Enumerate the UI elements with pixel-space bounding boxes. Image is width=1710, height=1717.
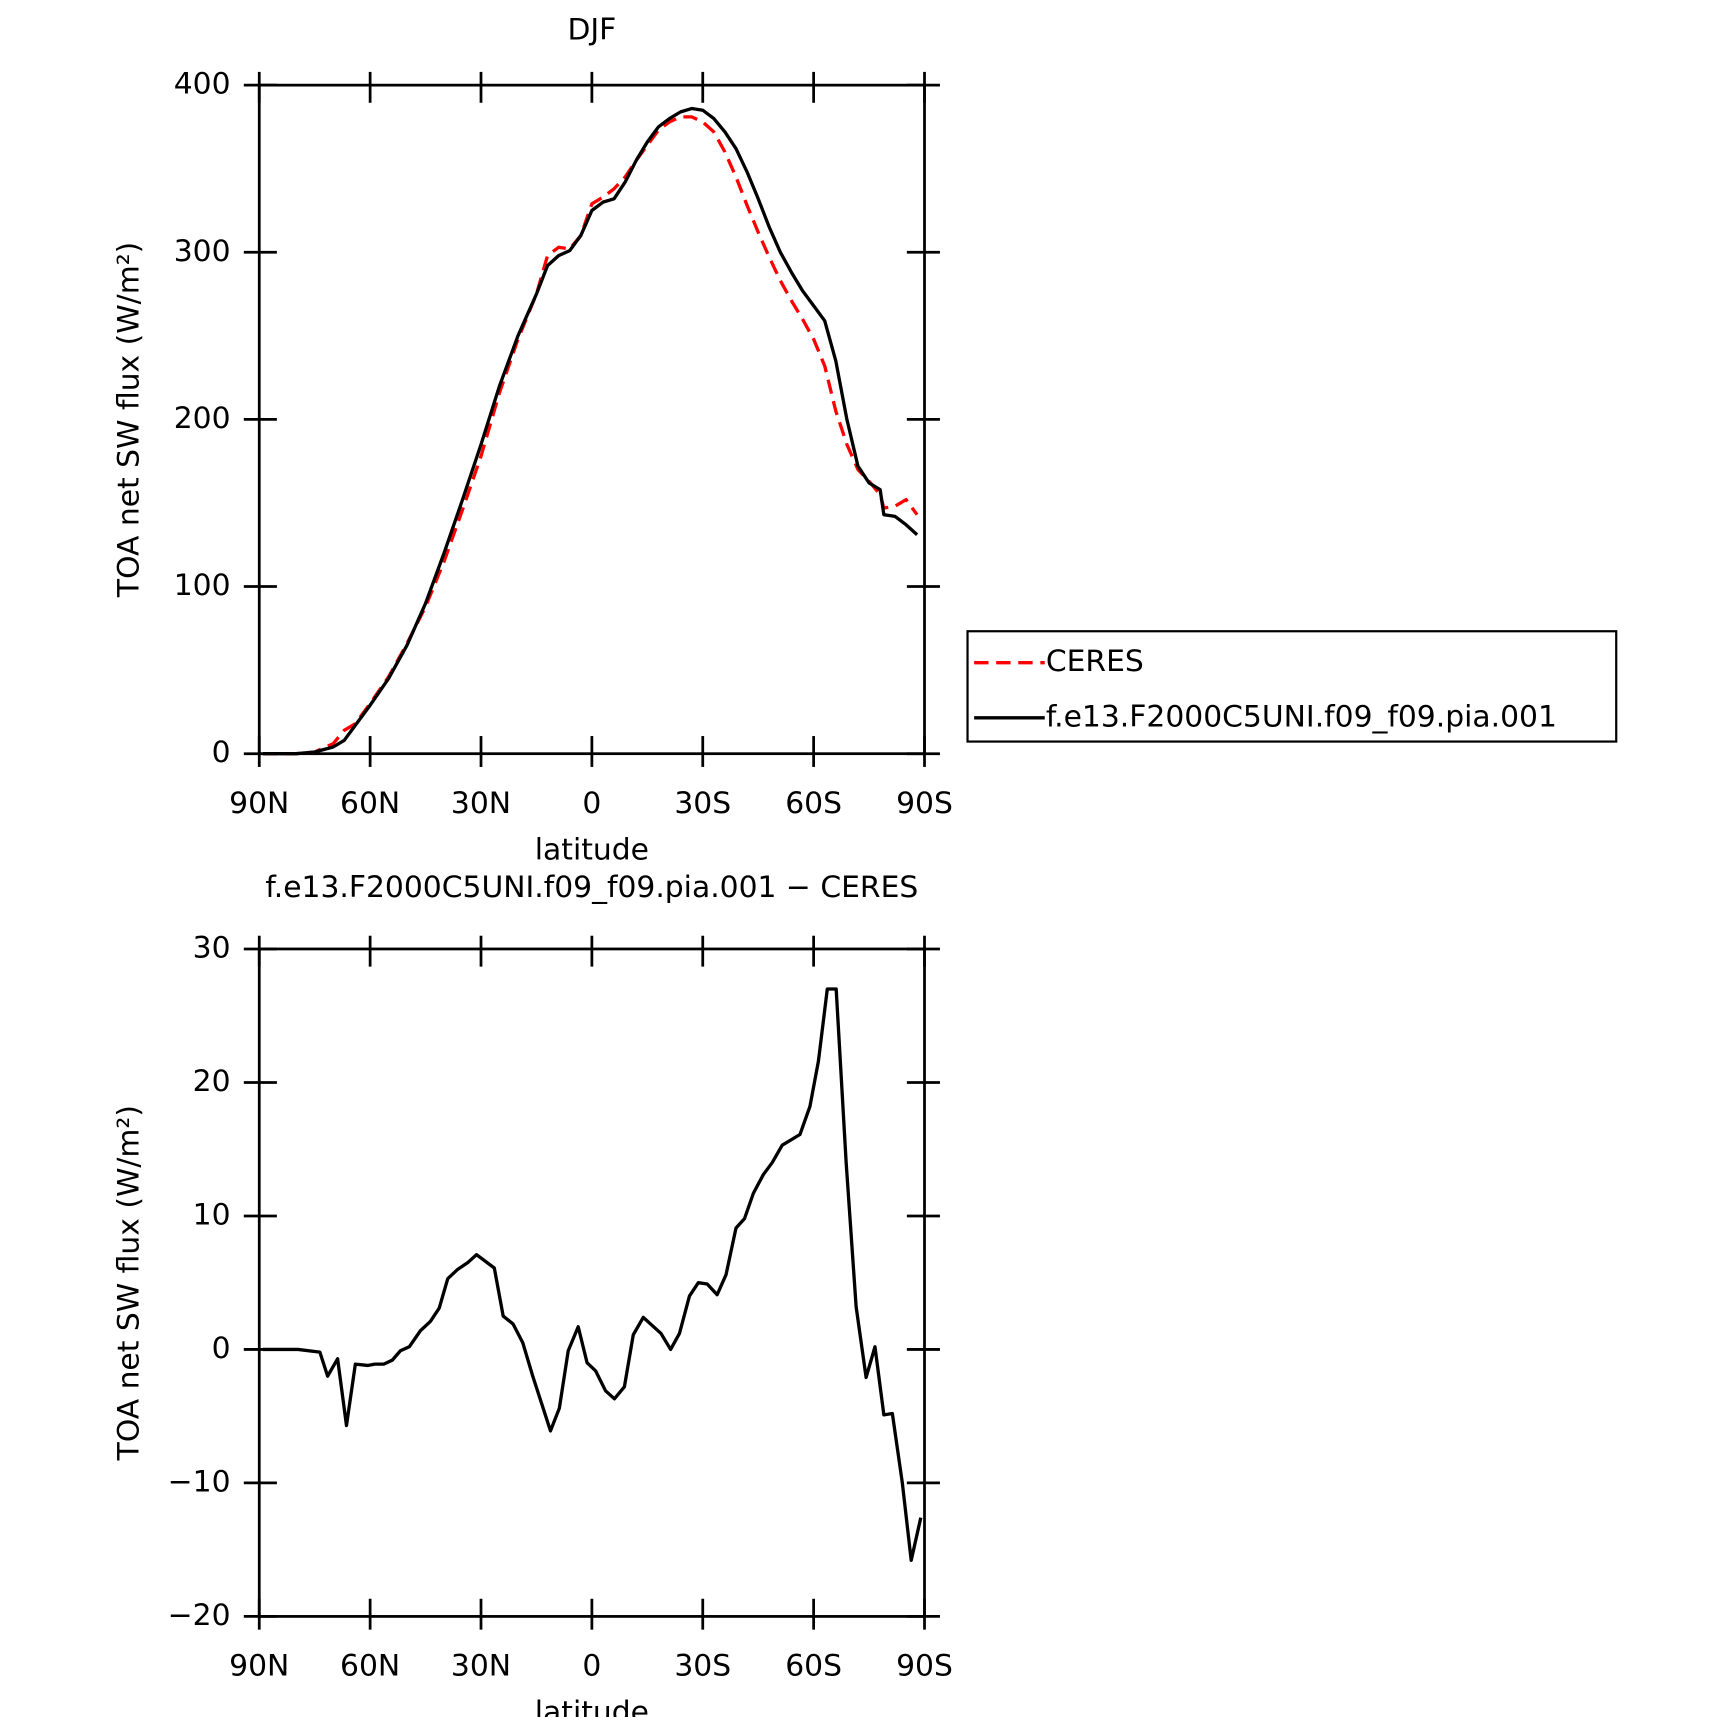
x-tick-label: 0	[582, 1649, 601, 1684]
data-line	[262, 106, 919, 756]
x-tick-label: 90N	[229, 1649, 289, 1684]
chart-title: DJF	[567, 13, 616, 48]
y-tick-label: 200	[174, 401, 231, 436]
y-tick-label: 20	[193, 1064, 231, 1099]
x-axis-label: latitude	[535, 832, 649, 867]
legend-box	[966, 630, 1618, 743]
x-tick-label: 30S	[674, 1649, 731, 1684]
plot-frame	[257, 83, 926, 756]
x-tick-label: 0	[582, 786, 601, 821]
y-tick-label: 0	[212, 735, 231, 770]
x-tick-label: 90S	[896, 1649, 953, 1684]
x-tick-label: 90S	[896, 786, 953, 821]
x-tick-label: 30N	[451, 1649, 511, 1684]
y-tick-label: 30	[193, 930, 231, 965]
x-tick-label: 90N	[229, 786, 289, 821]
y-tick-label: 10	[193, 1197, 231, 1232]
x-tick-label: 30S	[674, 786, 731, 821]
y-tick-label: −20	[168, 1598, 231, 1633]
legend-label: CERES	[1046, 644, 1144, 679]
x-axis-label: latitude	[535, 1695, 649, 1717]
y-tick-label: 400	[174, 67, 231, 102]
legend-label: f.e13.F2000C5UNI.f09_f09.pia.001	[1046, 699, 1557, 734]
y-axis-label: TOA net SW flux (W/m²)	[112, 1105, 147, 1461]
y-tick-label: 100	[174, 568, 231, 603]
x-tick-label: 30N	[451, 786, 511, 821]
x-tick-label: 60N	[340, 1649, 400, 1684]
y-tick-label: 0	[212, 1331, 231, 1366]
y-tick-label: −10	[168, 1464, 231, 1499]
plot-frame	[257, 947, 926, 1618]
data-line	[262, 987, 923, 1563]
chart-title: f.e13.F2000C5UNI.f09_f09.pia.001 − CERES	[265, 870, 918, 905]
y-tick-label: 300	[174, 234, 231, 269]
x-tick-label: 60S	[785, 786, 842, 821]
x-tick-label: 60N	[340, 786, 400, 821]
x-tick-label: 60S	[785, 1649, 842, 1684]
y-axis-label: TOA net SW flux (W/m²)	[112, 242, 147, 598]
